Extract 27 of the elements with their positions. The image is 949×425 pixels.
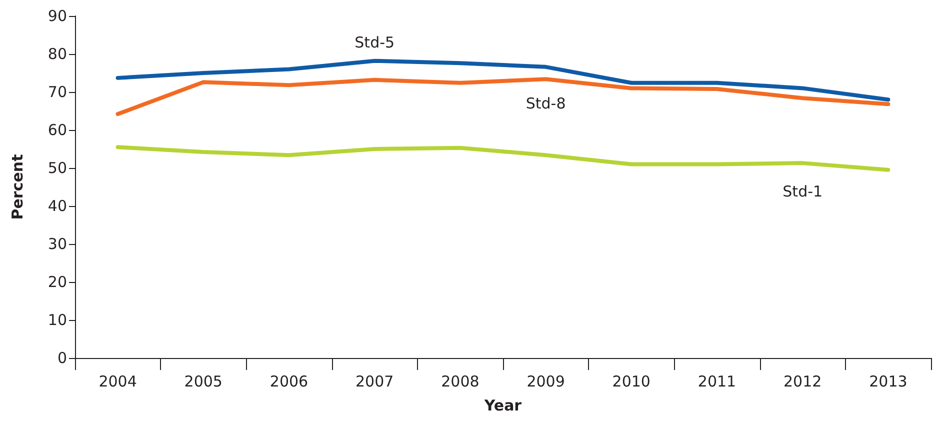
series-label: Std-1 (782, 182, 823, 201)
y-tick-label: 20 (48, 273, 67, 291)
y-axis-title: Percent (8, 154, 26, 220)
series-label: Std-5 (354, 33, 395, 52)
y-tick-label: 40 (48, 197, 67, 215)
x-tick-label: 2008 (441, 372, 480, 390)
y-tick-label: 30 (48, 235, 67, 253)
y-tick-label: 90 (48, 7, 67, 25)
y-tick-label: 70 (48, 83, 67, 101)
x-tick-label: 2009 (526, 372, 565, 390)
x-tick-label: 2004 (98, 372, 137, 390)
x-axis-title: Year (483, 396, 522, 414)
line-series (116, 77, 890, 116)
x-tick-label: 2013 (869, 372, 908, 390)
x-tick-label: 2010 (612, 372, 650, 390)
line-series (116, 145, 890, 172)
y-tick-label: 50 (48, 159, 67, 177)
y-tick-label: 80 (48, 45, 67, 63)
y-tick-label: 10 (48, 311, 67, 329)
y-tick-label: 0 (57, 349, 67, 367)
series-label: Std-8 (526, 94, 566, 113)
x-tick-label: 2011 (698, 372, 736, 390)
x-tick-label: 2012 (784, 372, 822, 390)
y-tick-label: 60 (48, 121, 67, 139)
x-tick-label: 2005 (184, 372, 222, 390)
x-tick-label: 2007 (356, 372, 394, 390)
x-tick-label: 2006 (270, 372, 308, 390)
